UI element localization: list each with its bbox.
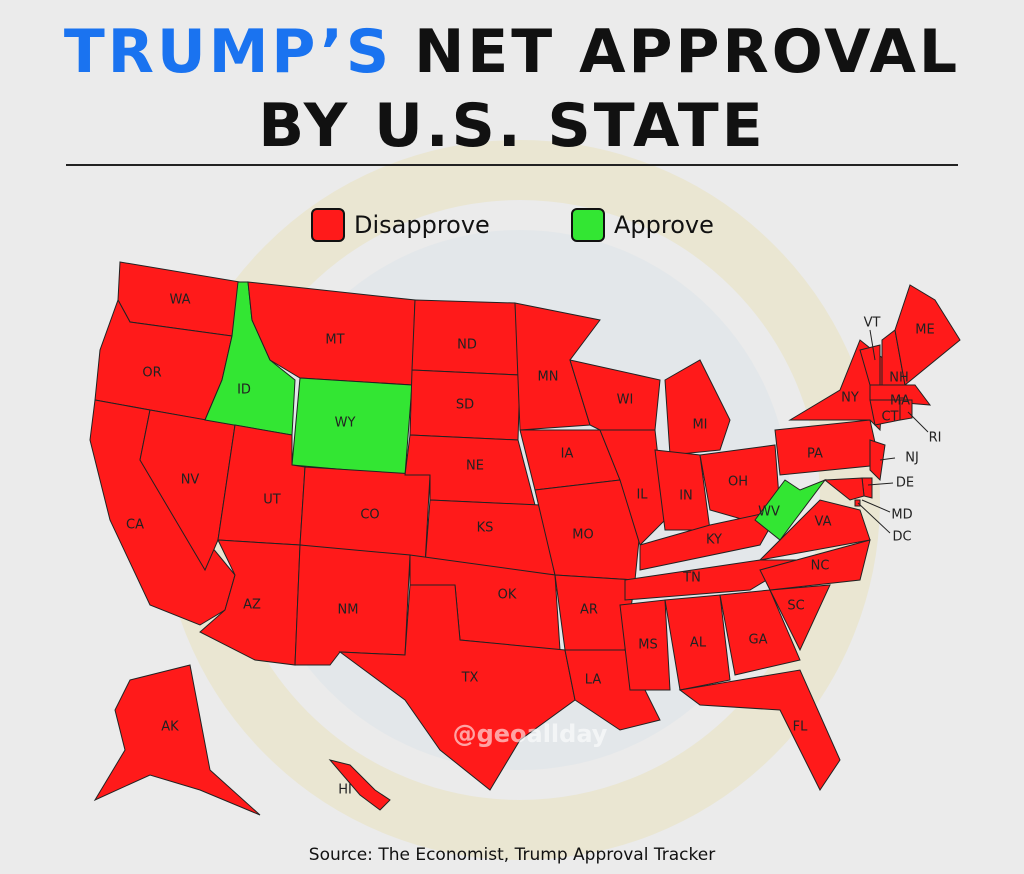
watermark: @geoallday <box>453 720 608 748</box>
state-label: MD <box>891 508 912 523</box>
state-label: ND <box>457 338 477 353</box>
state <box>823 477 865 501</box>
state-label: ID <box>237 383 251 398</box>
state-label: WY <box>335 416 356 431</box>
legend-swatch <box>571 208 605 242</box>
state <box>619 599 671 691</box>
state-label: NC <box>811 559 830 574</box>
state-label: AZ <box>243 598 261 613</box>
state-label: AR <box>580 603 598 618</box>
state-label: PA <box>807 447 823 462</box>
leader-line <box>879 457 896 461</box>
state-label: OR <box>142 366 161 381</box>
state-label: WA <box>169 293 190 308</box>
state <box>899 399 913 421</box>
state <box>854 499 861 507</box>
state-label: RI <box>929 431 942 446</box>
state-label: SC <box>787 599 804 614</box>
state <box>769 584 831 652</box>
state-label: VT <box>864 316 881 331</box>
state-label: MT <box>325 333 344 348</box>
state-label: FL <box>793 720 808 735</box>
leader-line <box>861 499 891 513</box>
state <box>759 539 871 591</box>
state-label: IN <box>679 489 693 504</box>
state <box>534 479 641 581</box>
state-label: NE <box>466 459 484 474</box>
leader-line <box>869 329 876 361</box>
state-label: NM <box>338 603 359 618</box>
state <box>664 594 731 691</box>
title-line-2: BY U.S. STATE <box>258 91 765 161</box>
state-label: SD <box>456 398 474 413</box>
state <box>869 439 886 482</box>
source: Source: The Economist, Trump Approval Tr… <box>309 845 715 865</box>
state-label: OK <box>498 588 517 603</box>
state-label: VA <box>815 515 832 530</box>
state-label: UT <box>263 493 281 508</box>
state-labels: WA OR CA NV ID MT WY UT CO AZ NM ND SD NE KS OK TX MN IA MO… <box>126 293 941 798</box>
state <box>664 359 731 456</box>
state-label: MO <box>572 528 593 543</box>
state <box>678 669 841 791</box>
state-label: OH <box>728 475 748 490</box>
title-text: NET APPROVAL <box>414 17 960 87</box>
leader-line <box>867 482 894 486</box>
state-label: KS <box>477 521 494 536</box>
state <box>719 589 801 676</box>
state-label: GA <box>749 633 768 648</box>
state-label: CT <box>881 410 898 425</box>
state-label: LA <box>585 673 602 688</box>
state <box>93 664 261 816</box>
state-label: NY <box>841 391 859 406</box>
state-label: MN <box>538 370 559 385</box>
state <box>894 284 961 386</box>
title-highlight: TRUMP’S <box>64 17 392 87</box>
state-label: MS <box>638 638 657 653</box>
state-label: CA <box>126 518 144 533</box>
state-label: WV <box>758 505 780 520</box>
state-label: CO <box>360 508 379 523</box>
state <box>774 419 881 476</box>
state <box>338 584 576 791</box>
state <box>564 649 661 731</box>
state-label: IA <box>561 447 574 462</box>
state-label: ME <box>915 323 934 338</box>
state <box>599 429 666 546</box>
state <box>758 499 871 561</box>
leader-line <box>857 502 891 534</box>
state-label: KY <box>706 533 722 548</box>
states <box>89 261 961 816</box>
state <box>328 759 391 811</box>
state-label: MI <box>692 418 707 433</box>
state-label: NJ <box>905 451 919 466</box>
state-label: AL <box>690 636 707 651</box>
state-label: HI <box>338 783 352 798</box>
state-label: AK <box>161 720 179 735</box>
state-label: MA <box>890 394 910 409</box>
title-line-1: TRUMP’S NET APPROVAL <box>64 17 960 87</box>
state-label: DE <box>896 476 914 491</box>
state-label: DC <box>892 530 911 545</box>
legend: Disapprove Approve <box>311 208 714 242</box>
state-label: IL <box>636 488 648 503</box>
state-label: NH <box>889 371 909 386</box>
state-label: TN <box>682 571 701 586</box>
legend-swatch <box>311 208 345 242</box>
legend-label: Approve <box>614 211 714 239</box>
state-label: NV <box>181 473 200 488</box>
state-label: TX <box>461 671 479 686</box>
legend-label: Disapprove <box>354 211 490 239</box>
leader-line <box>907 411 929 433</box>
state-label: WI <box>617 393 634 408</box>
